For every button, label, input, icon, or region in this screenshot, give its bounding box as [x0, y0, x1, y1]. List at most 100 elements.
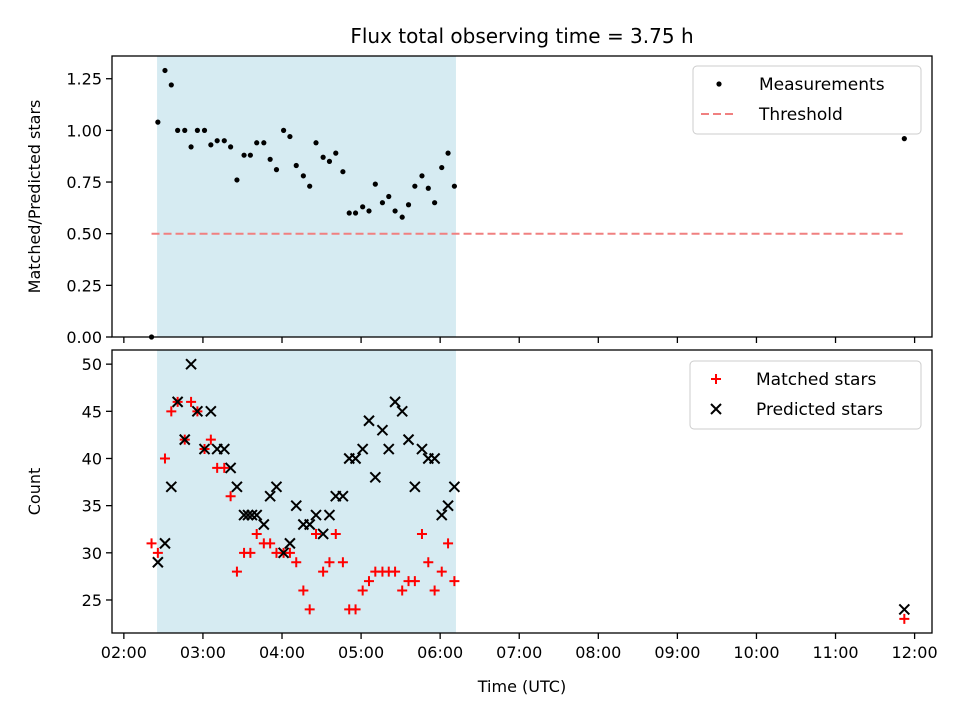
predicted-stars-point [191, 405, 204, 418]
predicted-stars-point [284, 537, 296, 550]
measurement-point [293, 162, 299, 169]
y-tick-label: 30 [82, 544, 102, 563]
matched-stars-point [899, 613, 910, 624]
predicted-stars-point [246, 509, 258, 521]
matched-stars-point [186, 396, 197, 407]
measurement-point [320, 154, 326, 160]
predicted-stars-point [179, 433, 191, 446]
measurement-point [182, 127, 188, 133]
x-tick-label: 02:00 [101, 643, 147, 662]
measurement-point [287, 133, 293, 140]
x-tick-label: 03:00 [180, 643, 226, 662]
predicted-stars-point [383, 443, 395, 455]
legend-label: Measurements [759, 75, 885, 95]
measurement-point [241, 152, 247, 158]
measurement-point [405, 202, 412, 208]
measurement-point [273, 167, 280, 173]
measurement-point [439, 164, 445, 171]
predicted-stars-point [264, 490, 276, 502]
measurement-point [313, 140, 319, 146]
top-panel: 0.00 0.25 0.50 0.75 1.00 1.25 Matched/Predicte… [25, 55, 933, 347]
measurement-point [379, 200, 386, 206]
measurement-point [194, 127, 201, 133]
measurement-point [425, 185, 431, 191]
measurement-point [392, 208, 398, 214]
legend: Matched stars Predicted stars [689, 360, 922, 430]
matched-stars-point [357, 585, 368, 596]
predicted-stars-point [356, 443, 369, 455]
measurement-point [307, 183, 313, 189]
predicted-stars-point [436, 509, 448, 521]
matched-stars-point [390, 566, 401, 577]
legend-box [689, 360, 922, 430]
predicted-stars-point [277, 547, 290, 559]
measurement-point [326, 158, 333, 164]
y-tick-label: 1.25 [66, 70, 102, 89]
matched-stars-point [449, 576, 460, 587]
measurement-point [188, 144, 194, 150]
matched-stars-point [251, 528, 262, 539]
matched-stars-point [291, 557, 302, 568]
matched-stars-point [159, 453, 170, 464]
matched-stars-point [416, 528, 427, 539]
measurement-point [214, 138, 220, 144]
y-tick-label: 0.25 [66, 276, 102, 295]
matched-stars-point [231, 566, 242, 577]
predicted-stars-point [198, 443, 211, 455]
predicted-stars-point [442, 499, 454, 512]
predicted-stars-point [152, 556, 164, 568]
legend-marker-measurements [716, 81, 722, 87]
predicted-stars-point [428, 452, 441, 465]
measurement-point [201, 127, 208, 133]
observing-window-shade [157, 56, 456, 337]
matched-stars-point [298, 585, 309, 596]
axes-frame [111, 349, 933, 634]
observing-window-shade [157, 350, 456, 633]
matched-stars-point [304, 604, 315, 615]
matched-stars-point [363, 576, 374, 587]
measurement-point [280, 127, 287, 133]
matched-stars-point [436, 566, 447, 577]
axes-frame [111, 55, 933, 338]
y-tick-label: 0.75 [66, 173, 102, 192]
y-axis-label: Matched/Predicted stars [25, 100, 44, 294]
matched-stars-point [146, 538, 157, 549]
predicted-stars-point [402, 433, 415, 446]
predicted-stars-point [416, 443, 428, 455]
predicted-stars-point [337, 490, 349, 502]
measurement-point [162, 67, 168, 74]
matched-stars-point [443, 538, 454, 549]
predicted-stars-point [224, 462, 237, 474]
matched-stars-point [337, 557, 348, 568]
matched-stars-point [318, 566, 329, 577]
y-tick-label: 0.50 [66, 225, 102, 244]
measurement-point [221, 138, 227, 144]
measurement-point [419, 173, 425, 179]
measurement-point [412, 183, 418, 189]
series-predicted-stars [152, 358, 911, 616]
series-measurements [148, 67, 907, 340]
measurement-point [168, 82, 174, 88]
y-tick-label: 35 [82, 497, 102, 516]
matched-stars-point [330, 528, 341, 539]
measurement-point [254, 140, 260, 146]
y-tick-label: 40 [82, 449, 102, 468]
x-tick-label: 11:00 [812, 643, 858, 662]
predicted-stars-point [448, 481, 461, 493]
predicted-stars-point [250, 509, 263, 521]
predicted-stars-point [363, 415, 375, 427]
measurement-point [366, 208, 372, 214]
legend-label: Predicted stars [756, 400, 883, 420]
predicted-stars-point [396, 405, 408, 418]
predicted-stars-point [290, 499, 302, 512]
matched-stars-point [152, 547, 163, 558]
measurement-point [175, 127, 181, 133]
predicted-stars-point [165, 481, 178, 493]
y-tick-label: 50 [82, 355, 102, 374]
legend-label: Threshold [758, 105, 843, 125]
measurement-point [261, 140, 267, 146]
predicted-stars-point [185, 358, 197, 370]
predicted-stars-point [389, 396, 401, 408]
measurement-point [445, 150, 451, 156]
